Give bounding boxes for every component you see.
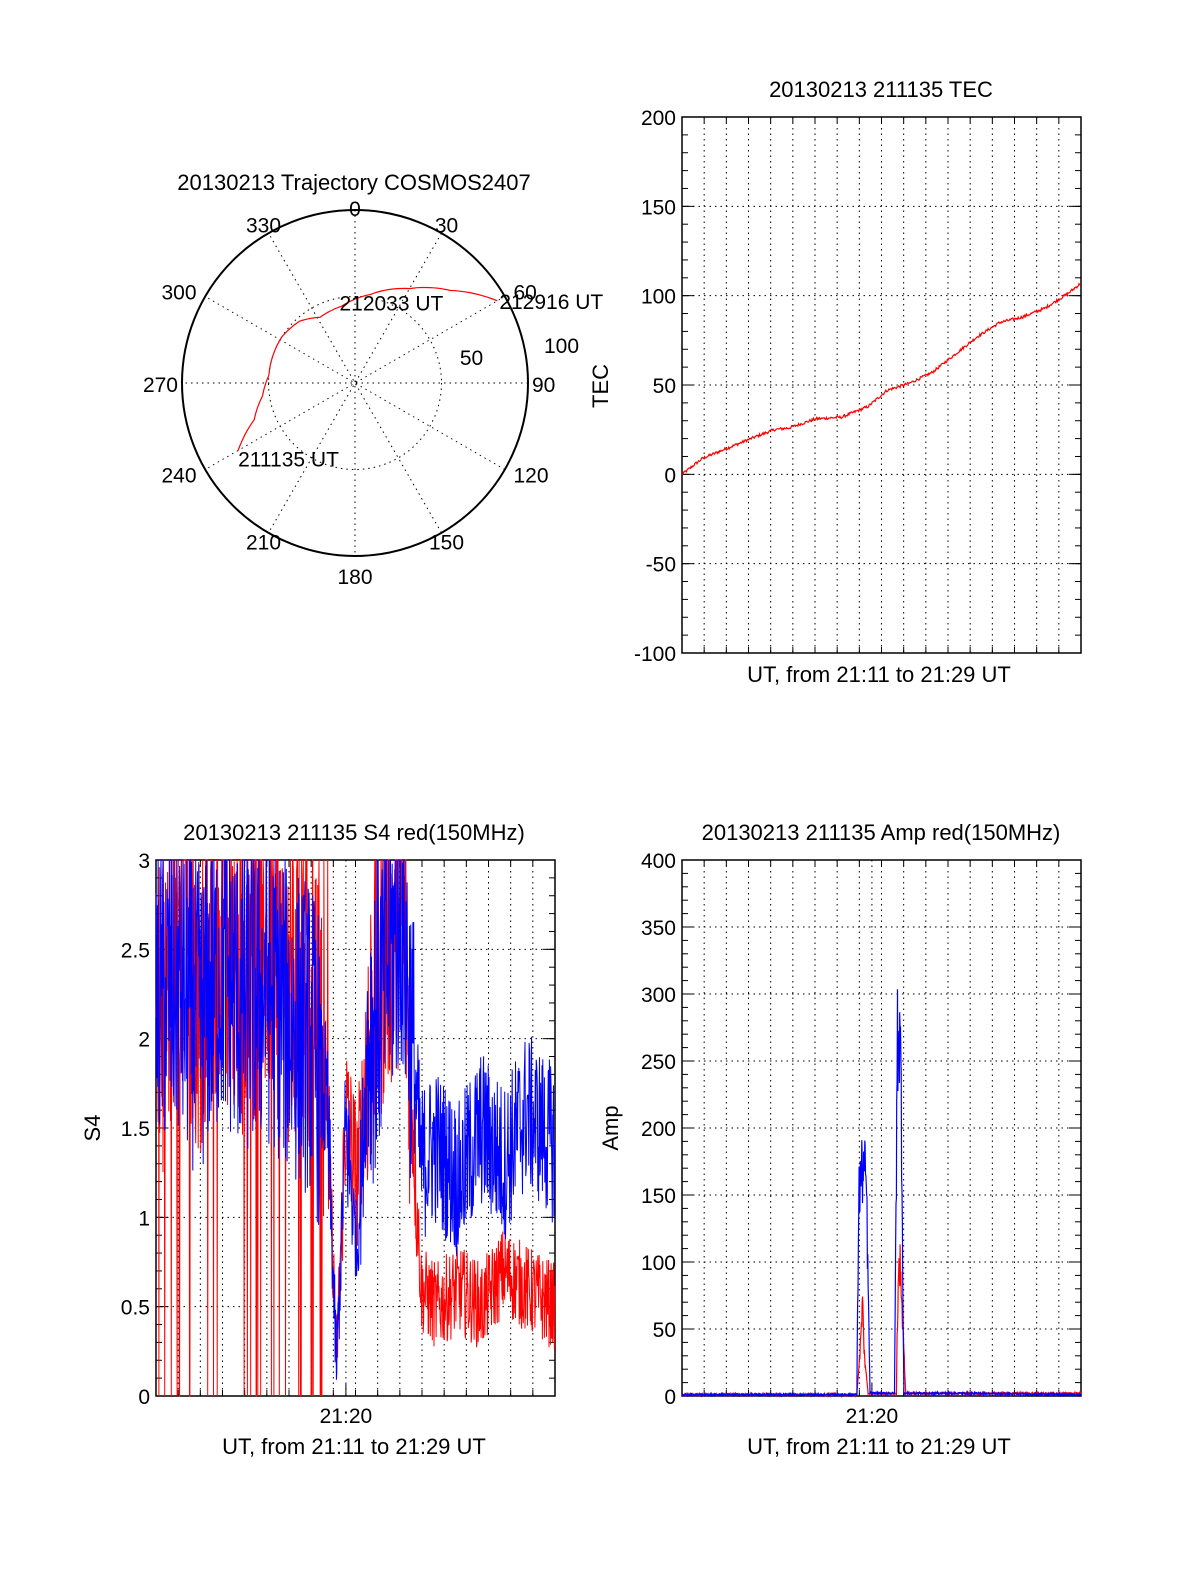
amp-ytick-label: 50 bbox=[653, 1319, 676, 1342]
amp-ytick-label: 250 bbox=[641, 1051, 676, 1074]
tec-line bbox=[681, 282, 1081, 476]
tec-ylabel: TEC bbox=[588, 364, 613, 408]
tec-ytick-label: 150 bbox=[641, 196, 676, 219]
amp-xlabel: UT, from 21:11 to 21:29 UT bbox=[747, 1434, 1011, 1459]
polar-ring-50 bbox=[268, 296, 442, 470]
amp-ytick-label: 0 bbox=[664, 1386, 676, 1409]
trajectory-title: 20130213 Trajectory COSMOS2407 bbox=[177, 170, 530, 195]
polar-azimuth-label: 0 bbox=[349, 198, 361, 221]
polar-azimuth-label: 240 bbox=[161, 465, 196, 488]
tec-title: 20130213 211135 TEC bbox=[769, 77, 993, 102]
amp-ytick-label: 350 bbox=[641, 917, 676, 940]
tec-xlabel: UT, from 21:11 to 21:29 UT bbox=[747, 662, 1011, 687]
s4-title: 20130213 211135 S4 red(150MHz) bbox=[183, 820, 525, 845]
amp-ytick-label: 400 bbox=[641, 850, 676, 873]
trajectory-chart: 20130213 Trajectory COSMOS2407 0 30 60 90 12… bbox=[143, 170, 603, 589]
polar-azimuth-label: 30 bbox=[435, 215, 458, 238]
amp-ylabel: Amp bbox=[598, 1105, 623, 1150]
s4-ytick-label: 2.5 bbox=[121, 939, 150, 962]
polar-azimuth-label: 150 bbox=[429, 531, 464, 554]
s4-ytick-label: 0 bbox=[138, 1386, 150, 1409]
amp-ytick-label: 300 bbox=[641, 984, 676, 1007]
s4-ytick-label: 1.5 bbox=[121, 1118, 150, 1141]
polar-spoke bbox=[204, 296, 506, 470]
amp-title: 20130213 211135 Amp red(150MHz) bbox=[702, 820, 1061, 845]
polar-azimuth-label: 300 bbox=[161, 282, 196, 305]
tec-ytick-label: -50 bbox=[646, 554, 676, 577]
tec-ytick-label: 0 bbox=[664, 464, 676, 487]
polar-azimuth-label: 120 bbox=[513, 465, 548, 488]
s4-plot-frame bbox=[155, 859, 556, 1397]
amp-ytick-label: 150 bbox=[641, 1185, 676, 1208]
polar-azimuth-label: 90 bbox=[532, 374, 555, 397]
amp-series-line bbox=[681, 989, 1082, 1398]
polar-radial-label: 50 bbox=[460, 347, 483, 370]
polar-radial-label: 100 bbox=[544, 335, 579, 358]
polar-azimuth-label: 180 bbox=[337, 566, 372, 589]
s4-ytick-label: 3 bbox=[138, 850, 150, 873]
polar-outer-ring bbox=[181, 209, 529, 557]
amp-ytick-label: 200 bbox=[641, 1118, 676, 1141]
polar-spoke bbox=[268, 232, 442, 534]
s4-xlabel: UT, from 21:11 to 21:29 UT bbox=[222, 1434, 486, 1459]
s4-ylabel: S4 bbox=[80, 1115, 105, 1142]
tec-ytick-label: 200 bbox=[641, 107, 676, 130]
s4-series-line bbox=[155, 859, 556, 1380]
s4-ytick-label: 0.5 bbox=[121, 1297, 150, 1320]
trajectory-time-label: 212916 UT bbox=[499, 291, 603, 314]
polar-azimuth-label: 60 bbox=[513, 282, 536, 305]
s4-chart: 20130213 211135 S4 red(150MHz) UT, from … bbox=[80, 820, 556, 1459]
tec-ytick-label: 50 bbox=[653, 375, 676, 398]
trajectory-time-label: 211135 UT bbox=[238, 448, 339, 471]
s4-ytick-label: 2 bbox=[138, 1029, 150, 1052]
polar-azimuth-label: 330 bbox=[246, 215, 281, 238]
polar-azimuth-label: 270 bbox=[143, 374, 178, 397]
polar-spoke bbox=[268, 232, 442, 534]
tec-ytick-label: -100 bbox=[634, 643, 676, 666]
trajectory-time-label: 212033 UT bbox=[339, 292, 443, 315]
s4-ytick-label: 1 bbox=[138, 1207, 150, 1230]
s4-xtick-label: 21:20 bbox=[320, 1405, 373, 1428]
polar-azimuth-label: 210 bbox=[246, 531, 281, 554]
amp-plot-frame bbox=[681, 859, 1082, 1397]
tec-ytick-label: 100 bbox=[641, 286, 676, 309]
amp-ytick-label: 100 bbox=[641, 1252, 676, 1275]
amp-chart: 20130213 211135 Amp red(150MHz) UT, from… bbox=[598, 820, 1082, 1459]
amp-xtick-label: 21:20 bbox=[846, 1405, 899, 1428]
tec-plot-frame bbox=[681, 116, 1082, 654]
tec-chart: 20130213 211135 TEC UT, from 21:11 to 21… bbox=[588, 77, 1082, 687]
trajectory-line bbox=[237, 286, 498, 451]
polar-spoke bbox=[204, 296, 506, 470]
